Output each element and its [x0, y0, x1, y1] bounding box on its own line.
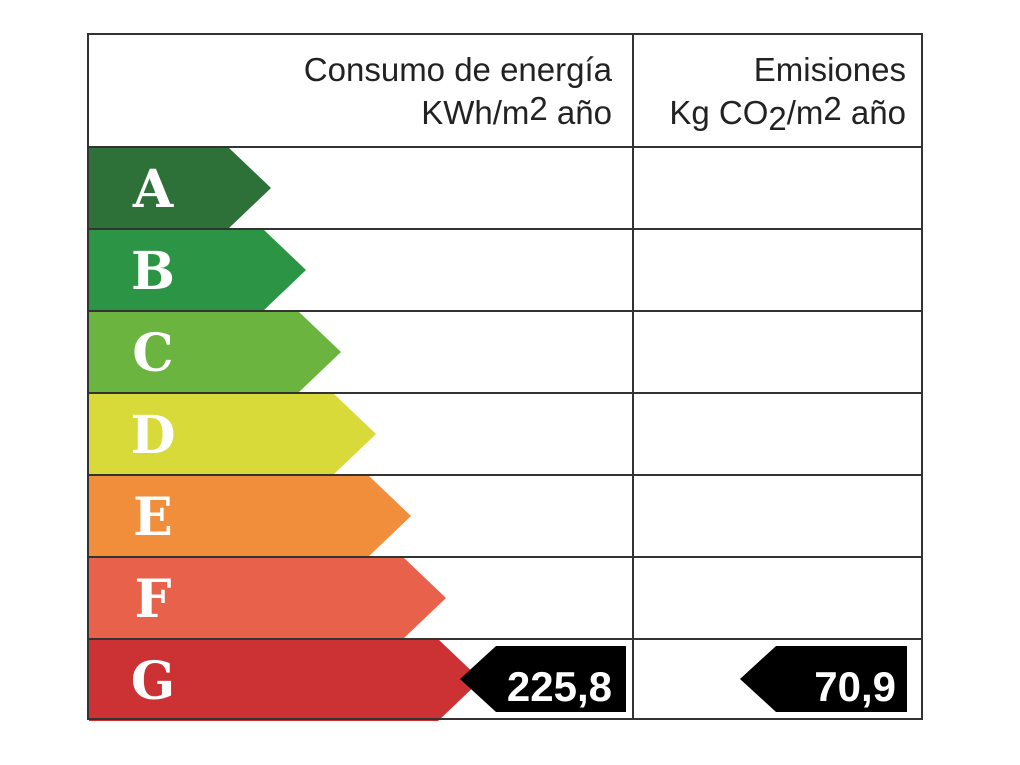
rating-bar-b: B: [89, 229, 306, 311]
energy-header-line1: Consumo de energía: [304, 51, 613, 88]
rating-letter: D: [130, 405, 175, 466]
energy-value-indicator: 225,8: [460, 646, 626, 712]
emissions-value-indicator: 70,9: [740, 646, 907, 712]
rating-letter: F: [135, 569, 172, 630]
rating-bar-c: C: [89, 311, 341, 393]
energy-header-line2: KWh/m2 año: [421, 90, 612, 131]
emissions-value: 70,9: [814, 663, 896, 710]
energy-value: 225,8: [507, 663, 612, 710]
rating-arrow: [89, 229, 306, 311]
label-border: [87, 33, 923, 720]
rating-bar-f: F: [89, 557, 446, 639]
emissions-header-line2: Kg CO2/m2 año: [669, 90, 906, 137]
rating-letter: A: [132, 159, 174, 220]
emissions-value-arrow: [740, 646, 907, 712]
rating-bar-a: A: [89, 147, 271, 229]
rating-arrow: [89, 475, 411, 557]
emissions-header-line1: Emisiones: [754, 51, 906, 88]
rating-arrow: [89, 557, 446, 639]
rating-arrow: [89, 311, 341, 393]
energy-value-arrow: [460, 646, 626, 712]
rating-letter: G: [131, 651, 175, 712]
rating-bar-d: D: [89, 393, 376, 475]
rating-arrow: [89, 147, 271, 229]
rating-arrow: [89, 393, 376, 475]
rating-letter: E: [133, 487, 173, 548]
rating-arrow: [89, 639, 481, 721]
rating-letter: C: [132, 323, 173, 384]
rating-bar-g: G: [89, 639, 481, 721]
rating-bar-e: E: [89, 475, 411, 557]
rating-letter: B: [131, 241, 175, 302]
